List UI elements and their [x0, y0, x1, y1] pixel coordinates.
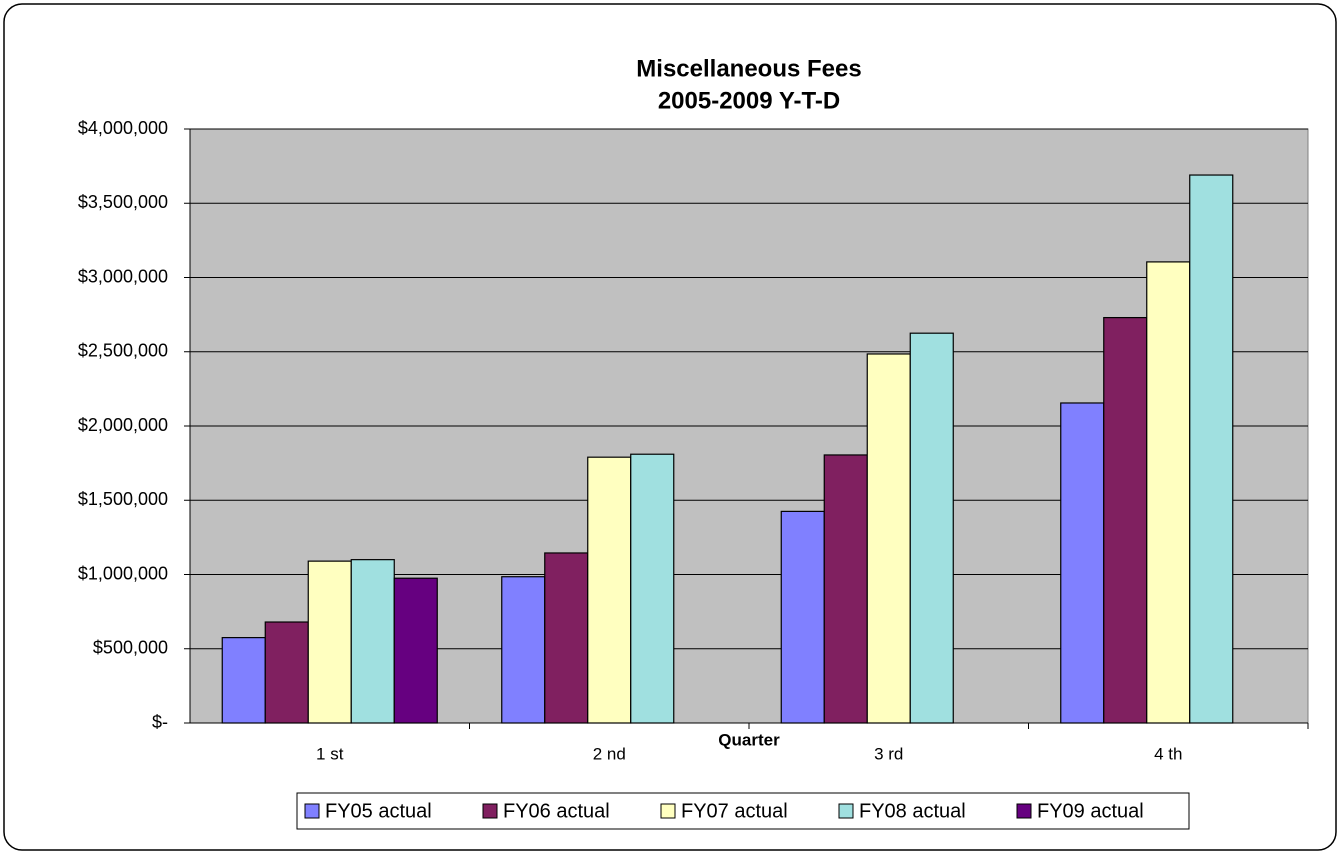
- y-tick-label: $-: [152, 712, 168, 732]
- bar: [221, 637, 266, 724]
- y-tick-label: $3,500,000: [78, 192, 168, 212]
- bar: [544, 552, 589, 724]
- bar: [1060, 402, 1105, 724]
- y-tick-label: $3,000,000: [78, 266, 168, 286]
- bar: [393, 577, 438, 724]
- chart-title: Miscellaneous Fees: [636, 55, 861, 82]
- chart-subtitle: 2005-2009 Y-T-D: [658, 87, 840, 114]
- bar: [866, 353, 911, 724]
- bar: [264, 621, 309, 724]
- legend-label: FY06 actual: [503, 800, 610, 822]
- bar: [307, 560, 352, 724]
- y-tick-label: $500,000: [93, 638, 168, 658]
- y-tick-label: $1,500,000: [78, 489, 168, 509]
- bar: [780, 510, 825, 724]
- legend-label: FY08 actual: [859, 800, 966, 822]
- legend-label: FY09 actual: [1037, 800, 1144, 822]
- legend-swatch: [482, 803, 498, 819]
- y-tick-label: $2,500,000: [78, 341, 168, 361]
- x-tick-label: 2 nd: [593, 744, 626, 763]
- x-tick-label: 3 rd: [874, 744, 903, 763]
- x-tick-label: 4 th: [1154, 744, 1182, 763]
- y-tick-label: $2,000,000: [78, 415, 168, 435]
- x-axis-label: Quarter: [718, 730, 780, 749]
- bar: [587, 456, 632, 724]
- x-tick-label: 1 st: [316, 744, 344, 763]
- y-tick-label: $1,000,000: [78, 563, 168, 583]
- bar: [1103, 316, 1148, 724]
- bar: [1146, 261, 1191, 724]
- bar: [501, 576, 546, 724]
- legend-label: FY07 actual: [681, 800, 788, 822]
- legend-swatch: [660, 803, 676, 819]
- legend-swatch: [304, 803, 320, 819]
- bar: [823, 454, 868, 724]
- bar: [350, 559, 395, 724]
- legend-swatch: [1016, 803, 1032, 819]
- y-tick-label: $4,000,000: [78, 118, 168, 138]
- bar: [1189, 174, 1234, 724]
- legend-swatch: [838, 803, 854, 819]
- bar: [909, 332, 954, 724]
- legend-box: [296, 792, 1190, 830]
- legend-label: FY05 actual: [325, 800, 432, 822]
- bar: [630, 453, 675, 724]
